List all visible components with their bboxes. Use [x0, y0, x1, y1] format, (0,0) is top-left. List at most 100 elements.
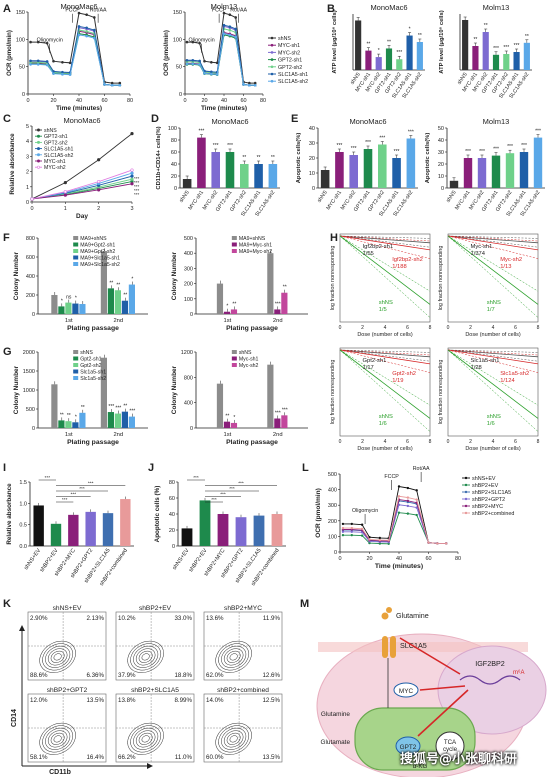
bar: [513, 52, 520, 70]
y-axis-label: log fraction nonresponding: [438, 360, 444, 425]
bar: [267, 253, 274, 314]
watermark-text: 搜狐号@小张聊科研: [400, 752, 518, 767]
ocr-point: [415, 513, 418, 517]
legend-marker: [464, 504, 468, 508]
ocr-point: [118, 83, 122, 87]
ldr-line: [339, 349, 431, 373]
bar: [477, 158, 487, 188]
y-tick-label: 0: [441, 186, 444, 192]
ocr-point: [198, 41, 201, 45]
bar: [33, 505, 44, 546]
legend-label: MA9+Slc1a5-sh2: [80, 262, 120, 268]
transporter-half: [382, 636, 388, 658]
panel-label-f: F: [3, 232, 10, 244]
ocr-point: [253, 83, 257, 87]
density-contour: [130, 725, 162, 753]
ocr-point: [118, 81, 122, 85]
legend-swatch: [73, 242, 79, 247]
ldr-line: [339, 235, 431, 292]
bar: [51, 384, 58, 428]
ldr-frequency: 1/124: [500, 378, 515, 384]
panel-m-figure: GlutamineSLC1A5MYCIGF2BP2m⁶AGPT2TCAcycle…: [316, 607, 547, 777]
quadrant-percent: 10.2%: [118, 615, 136, 622]
ldr-line: [447, 235, 539, 318]
bar: [491, 155, 501, 188]
x-axis-label: Dose (number of cells): [357, 332, 412, 338]
density-contour: [39, 640, 76, 673]
y-tick-label: 1500: [23, 369, 35, 375]
y-tick-label: 400: [184, 251, 193, 257]
density-contour: [221, 645, 247, 668]
ocr-point: [341, 533, 345, 537]
quadrant-percent: 33.0%: [174, 615, 192, 622]
ocr-point: [222, 23, 226, 27]
bar: [519, 152, 529, 188]
x-axis-label: Plating passage: [226, 325, 278, 332]
bar: [281, 415, 288, 428]
significance-stars: **: [484, 23, 488, 29]
growth-line: [31, 133, 133, 200]
ldr-label-control: shNS: [379, 414, 393, 420]
ocr-point: [29, 40, 32, 44]
panel-label-d: D: [151, 113, 159, 125]
significance-stars: **: [418, 33, 422, 39]
y-axis-label: CD11b+CD14+ cells(%): [156, 126, 162, 189]
legend-marker: [270, 36, 274, 40]
significance-stars: ns: [66, 295, 72, 301]
significance-stars: ***: [408, 130, 414, 136]
quadrant-percent: 12.6%: [262, 672, 280, 679]
x-tick-label: 4: [384, 325, 387, 331]
group-label: 1st: [223, 432, 231, 438]
quadrant-percent: 60.0%: [206, 754, 224, 761]
bar: [406, 35, 413, 70]
x-tick-label: 60: [240, 98, 246, 104]
significance-stars: ***: [275, 411, 281, 417]
ocr-point: [222, 32, 226, 36]
significance-stars: **: [109, 280, 113, 286]
ocr-point: [45, 60, 49, 63]
ocr-point: [36, 59, 40, 63]
ocr-point: [93, 16, 96, 19]
quadrant-percent: 6.36%: [86, 672, 104, 679]
cell-membrane: [318, 642, 528, 652]
quadrant-percent: 13.6%: [206, 615, 224, 622]
ldr-line: [339, 235, 431, 242]
density-contour: [218, 643, 250, 671]
density-contour: [53, 735, 62, 743]
legend-label: GPT2-sh1: [44, 134, 68, 140]
gpt2-label: GPT2: [400, 744, 417, 751]
legend-marker: [270, 79, 274, 83]
y-axis-label: log fraction nonresponding: [330, 360, 336, 425]
density-contour: [226, 650, 241, 663]
ocr-point: [110, 81, 114, 85]
category-label: shNS+EV: [172, 547, 191, 571]
legend-swatch: [73, 376, 79, 380]
legend-marker: [270, 43, 274, 47]
x-tick-label: 2: [469, 439, 472, 445]
bar: [274, 309, 281, 314]
y-tick-label: 4: [26, 139, 29, 145]
chart-title: MonoMac6: [63, 116, 100, 125]
bar: [182, 179, 192, 188]
ocr-point: [415, 498, 418, 501]
ocr-point: [77, 11, 81, 15]
quadrant-percent: 13.5%: [86, 697, 104, 704]
growth-point: [130, 177, 134, 181]
ldr-label-secondary: Slc1a5-sh2: [500, 371, 529, 377]
ocr-point: [210, 70, 213, 74]
growth-point: [63, 181, 67, 185]
legend-label: Slc1a5-sh1: [80, 370, 106, 376]
colony-chart-g-gpt2-slc1a5: Colony Number Plating passage 0 500 1000 1500…: [13, 350, 148, 446]
bar: [114, 413, 121, 428]
ocr-point: [415, 489, 418, 492]
panel-label-h: H: [330, 232, 338, 244]
panel-label-i: I: [3, 462, 7, 474]
significance-stars: ***: [129, 409, 135, 415]
legend-swatch: [73, 350, 79, 354]
y-tick-label: 10: [438, 174, 444, 180]
ocr-point: [61, 73, 64, 76]
y-tick-label: 0: [190, 312, 193, 318]
significance-stars: ***: [134, 180, 140, 185]
k-x-arrowhead: [147, 763, 153, 769]
